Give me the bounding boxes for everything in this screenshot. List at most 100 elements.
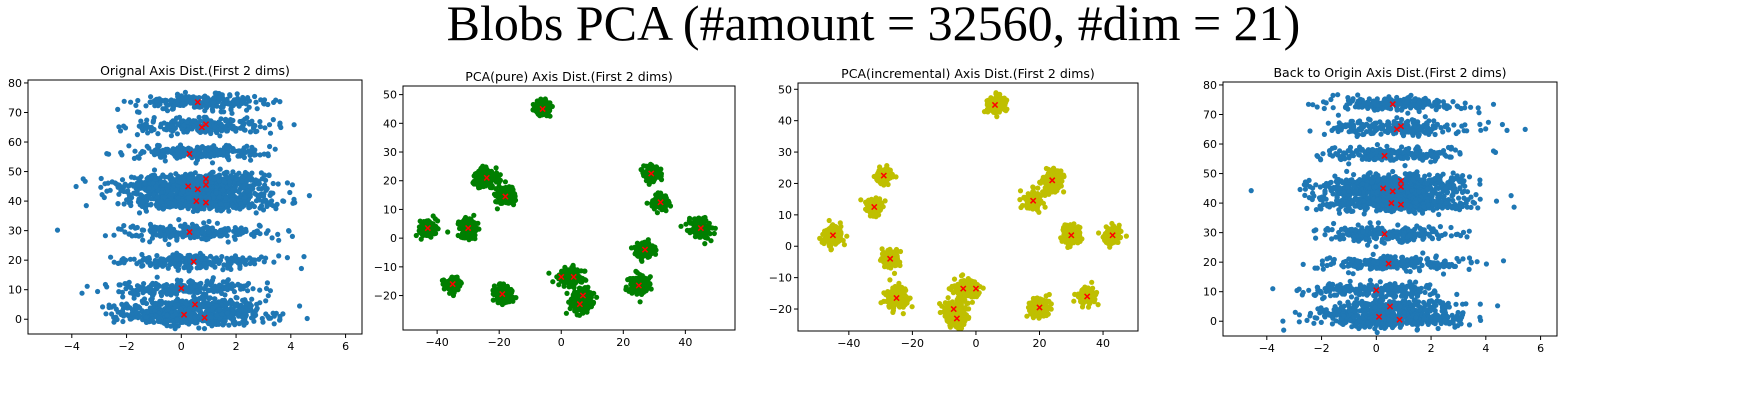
data-point <box>159 152 165 159</box>
data-point <box>230 100 236 106</box>
data-point <box>306 193 312 199</box>
data-point <box>234 295 240 301</box>
data-point <box>216 282 223 288</box>
data-point <box>263 298 269 304</box>
data-point <box>208 145 214 151</box>
data-point <box>417 218 423 224</box>
data-point <box>166 241 172 247</box>
data-point <box>496 183 502 189</box>
data-point <box>260 207 267 213</box>
data-point <box>217 166 223 172</box>
data-point <box>298 265 304 272</box>
data-point <box>236 148 242 154</box>
data-point <box>711 230 717 237</box>
data-point <box>109 311 115 317</box>
data-point <box>250 186 256 192</box>
data-point <box>136 182 142 188</box>
data-point <box>257 152 263 158</box>
data-point <box>233 172 240 178</box>
center-marker <box>202 199 210 206</box>
data-point <box>116 226 122 232</box>
data-point <box>478 165 484 171</box>
data-point <box>190 118 197 124</box>
data-point <box>251 203 257 210</box>
data-point <box>270 117 276 123</box>
data-point <box>167 148 174 154</box>
x-tick-label: 2 <box>233 340 240 353</box>
data-point <box>193 223 200 229</box>
data-point <box>201 326 208 332</box>
data-point <box>512 197 519 203</box>
data-point <box>482 182 488 188</box>
data-point <box>687 215 693 221</box>
data-point <box>263 177 269 183</box>
data-point <box>238 286 244 292</box>
y-tick-label: 50 <box>8 166 22 179</box>
data-point <box>118 309 124 315</box>
data-point <box>191 293 197 299</box>
data-point <box>54 227 61 233</box>
data-point <box>183 94 189 100</box>
data-point <box>235 153 241 159</box>
data-point <box>267 192 273 198</box>
data-point <box>476 175 483 181</box>
data-point <box>121 260 127 266</box>
data-point <box>202 129 208 135</box>
panel-title: PCA(pure) Axis Dist.(First 2 dims) <box>465 69 672 84</box>
data-point <box>248 157 254 163</box>
data-point <box>266 122 273 128</box>
data-point <box>251 229 257 235</box>
data-point <box>454 283 460 289</box>
data-point <box>155 316 162 322</box>
data-point <box>245 288 251 294</box>
data-point <box>149 316 155 322</box>
data-point <box>145 124 151 130</box>
data-point <box>209 277 216 283</box>
data-point <box>219 254 225 260</box>
data-point <box>169 123 175 129</box>
data-point <box>167 255 173 261</box>
data-point <box>177 201 183 207</box>
data-point <box>230 123 236 129</box>
x-tick-label: −2 <box>118 340 134 353</box>
data-point <box>233 258 239 264</box>
data-point <box>197 129 203 135</box>
data-point <box>236 188 242 194</box>
data-point <box>253 191 259 197</box>
data-point <box>182 286 189 293</box>
data-point <box>232 204 238 210</box>
data-point <box>291 196 297 202</box>
data-point <box>247 129 254 135</box>
data-point <box>239 314 245 320</box>
data-point <box>172 187 179 194</box>
y-tick-label: 80 <box>8 77 22 90</box>
data-point <box>650 250 656 256</box>
data-point <box>257 124 263 130</box>
data-point <box>141 281 147 287</box>
y-tick-label: 60 <box>8 136 22 149</box>
data-point <box>413 232 419 239</box>
center-marker <box>190 258 197 265</box>
data-point <box>505 186 511 193</box>
center-marker <box>202 181 210 188</box>
data-point <box>248 315 255 321</box>
data-point <box>151 288 157 294</box>
data-point <box>117 260 123 266</box>
data-point <box>284 255 290 261</box>
data-point <box>223 126 229 132</box>
point-cluster <box>644 190 674 216</box>
data-point <box>189 225 195 231</box>
data-point <box>135 315 141 321</box>
point-cluster <box>108 250 307 274</box>
data-point <box>158 256 164 262</box>
data-point <box>247 192 253 198</box>
data-point <box>146 284 152 290</box>
data-point <box>433 223 439 229</box>
data-point <box>237 206 243 212</box>
data-point <box>634 253 641 259</box>
data-point <box>198 154 204 160</box>
data-point <box>211 95 217 101</box>
x-tick-label: 6 <box>342 340 349 353</box>
data-point <box>271 259 277 265</box>
data-point <box>235 231 241 238</box>
